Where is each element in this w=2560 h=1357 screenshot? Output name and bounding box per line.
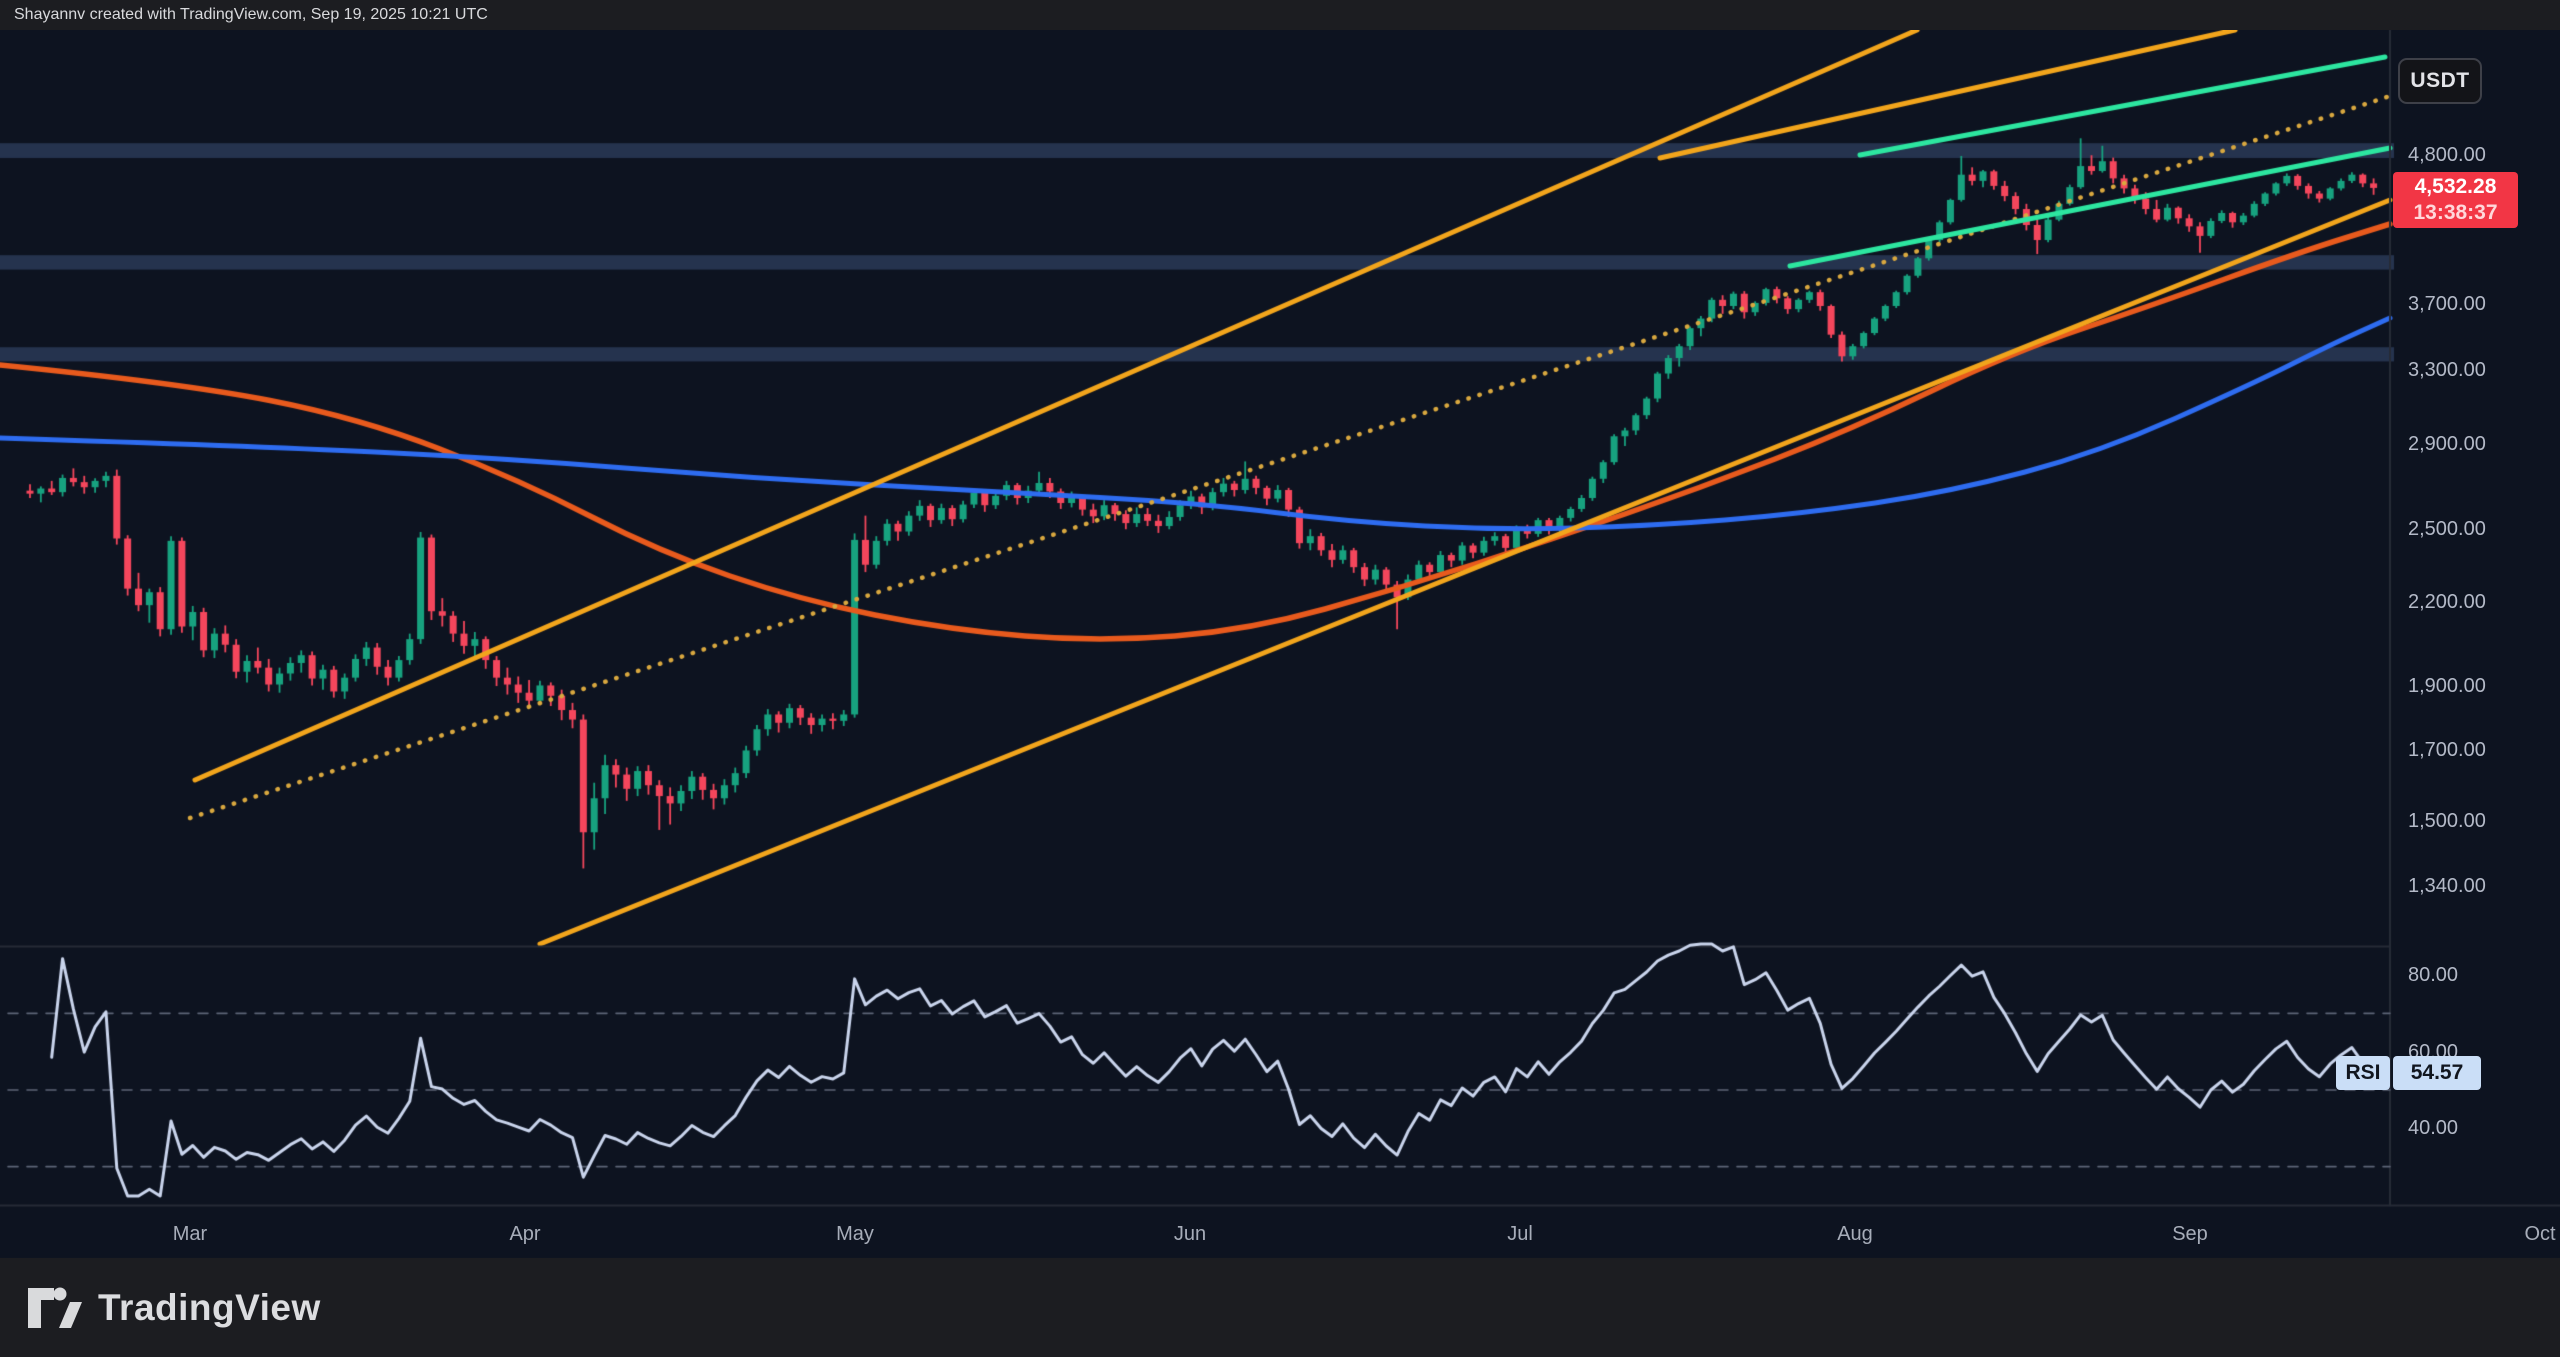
month-tick-label: Jul: [1507, 1223, 1533, 1245]
price-tick-label: 2,200.00: [2408, 591, 2486, 614]
attribution-bar: Shayannv created with TradingView.com, S…: [0, 0, 2560, 30]
currency-toggle-button[interactable]: USDT: [2398, 58, 2482, 104]
price-tick-label: 1,340.00: [2408, 875, 2486, 898]
month-tick-label: Jun: [1173, 1223, 1207, 1245]
last-price-value: 4,532.28: [2414, 175, 2497, 198]
rsi-tick-label: 80.00: [2408, 964, 2459, 986]
rsi-label: RSI: [2336, 1056, 2390, 1090]
month-tick-label: Apr: [509, 1223, 541, 1245]
month-tick-label: May: [836, 1223, 874, 1245]
bar-countdown: 13:38:37: [2413, 201, 2498, 224]
price-tick-label: 3,300.00: [2408, 358, 2486, 381]
footer: TradingView: [0, 1258, 2560, 1357]
tradingview-logo-text[interactable]: TradingView: [98, 1286, 321, 1328]
month-tick-label: Mar: [172, 1223, 208, 1245]
attribution-text: Shayannv created with TradingView.com, S…: [14, 6, 488, 23]
rsi-value: 54.57: [2393, 1056, 2481, 1090]
price-tick-label: 2,500.00: [2408, 517, 2486, 540]
price-tick-label: 3,700.00: [2408, 293, 2486, 316]
rsi-tick-label: 40.00: [2408, 1117, 2459, 1140]
month-tick-label: Aug: [1837, 1223, 1873, 1245]
tradingview-logo-icon[interactable]: [26, 1285, 82, 1331]
month-tick-label: Sep: [2172, 1223, 2208, 1245]
price-tick-label: 1,900.00: [2408, 675, 2486, 698]
price-tick-label: 2,900.00: [2408, 432, 2486, 455]
month-tick-label: Oct: [2524, 1223, 2556, 1245]
price-tick-label: 1,700.00: [2408, 738, 2486, 761]
price-tick-label: 4,800.00: [2408, 144, 2486, 166]
price-tick-label: 1,500.00: [2408, 810, 2486, 833]
rsi-badge: RSI 54.57: [2336, 1056, 2481, 1090]
last-price-badge: 4,532.28 13:38:37: [2393, 172, 2518, 228]
